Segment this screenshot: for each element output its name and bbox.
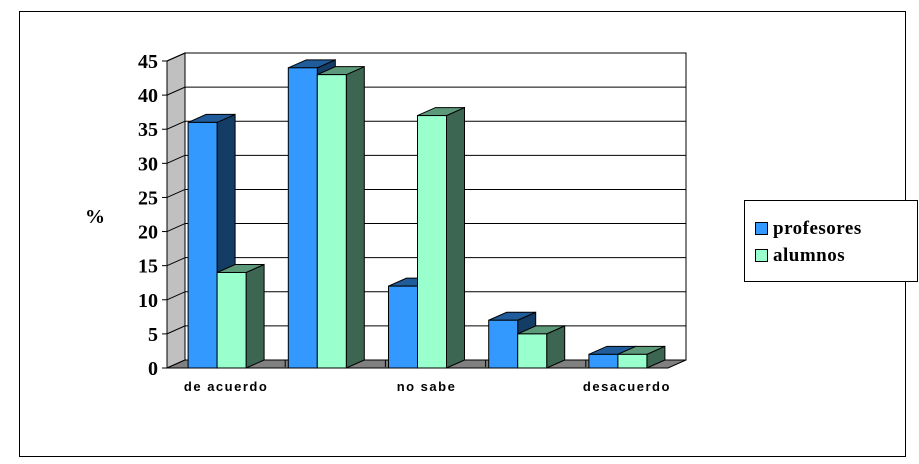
x-category-label: desacuerdo [583, 379, 671, 394]
x-category-label: no sabe [397, 379, 457, 394]
gridline-side [166, 154, 186, 164]
legend-swatch-profesores [755, 222, 768, 235]
bar-side [446, 106, 465, 369]
bar-front [216, 271, 247, 369]
legend-label-profesores: profesores [773, 217, 862, 239]
legend-item-profesores: profesores [755, 215, 917, 242]
bar-front [488, 319, 519, 369]
gridline-side [166, 291, 186, 301]
y-axis-label: % [85, 206, 105, 228]
bar-front [388, 285, 418, 369]
gridline-side [166, 120, 186, 130]
gridline-side [166, 325, 186, 335]
y-tick-label: 45 [138, 51, 158, 73]
bar-alumnos-4 [617, 345, 666, 369]
bar-front [316, 74, 347, 369]
gridline-side [166, 188, 186, 198]
legend-label-alumnos: alumnos [773, 244, 846, 266]
bar-profesores-0 [187, 113, 236, 369]
y-tick-label: 20 [138, 222, 158, 244]
y-tick-label: 30 [138, 153, 158, 175]
bar-front [617, 353, 648, 369]
bar-front [287, 67, 318, 369]
y-tick-label: 15 [138, 256, 158, 278]
bar-side [345, 65, 365, 369]
y-tick-label: 25 [138, 187, 158, 209]
bar-side [245, 263, 265, 369]
legend-item-alumnos: alumnos [755, 242, 917, 269]
gridline-side [166, 52, 186, 62]
bar-alumnos-2 [417, 106, 465, 369]
bar-front [517, 333, 548, 369]
bar-front [588, 353, 619, 369]
bar-alumnos-1 [316, 65, 365, 369]
y-tick-label: 10 [138, 290, 158, 312]
x-category-label: de acuerdo [184, 379, 268, 394]
y-tick-label: 5 [148, 324, 158, 346]
gridline-side [166, 223, 186, 233]
legend: profesores alumnos [744, 200, 918, 282]
y-tick-label: 0 [148, 358, 158, 380]
bar-front [417, 115, 447, 369]
y-tick-label: 40 [138, 85, 158, 107]
y-tick-label: 35 [138, 119, 158, 141]
bar-alumnos-3 [517, 325, 566, 369]
bar-alumnos-0 [216, 263, 265, 369]
gridline-side [166, 86, 186, 96]
left-wall [166, 52, 186, 369]
legend-swatch-alumnos [755, 249, 768, 262]
gridline-side [166, 257, 186, 267]
bar-front [187, 121, 218, 369]
